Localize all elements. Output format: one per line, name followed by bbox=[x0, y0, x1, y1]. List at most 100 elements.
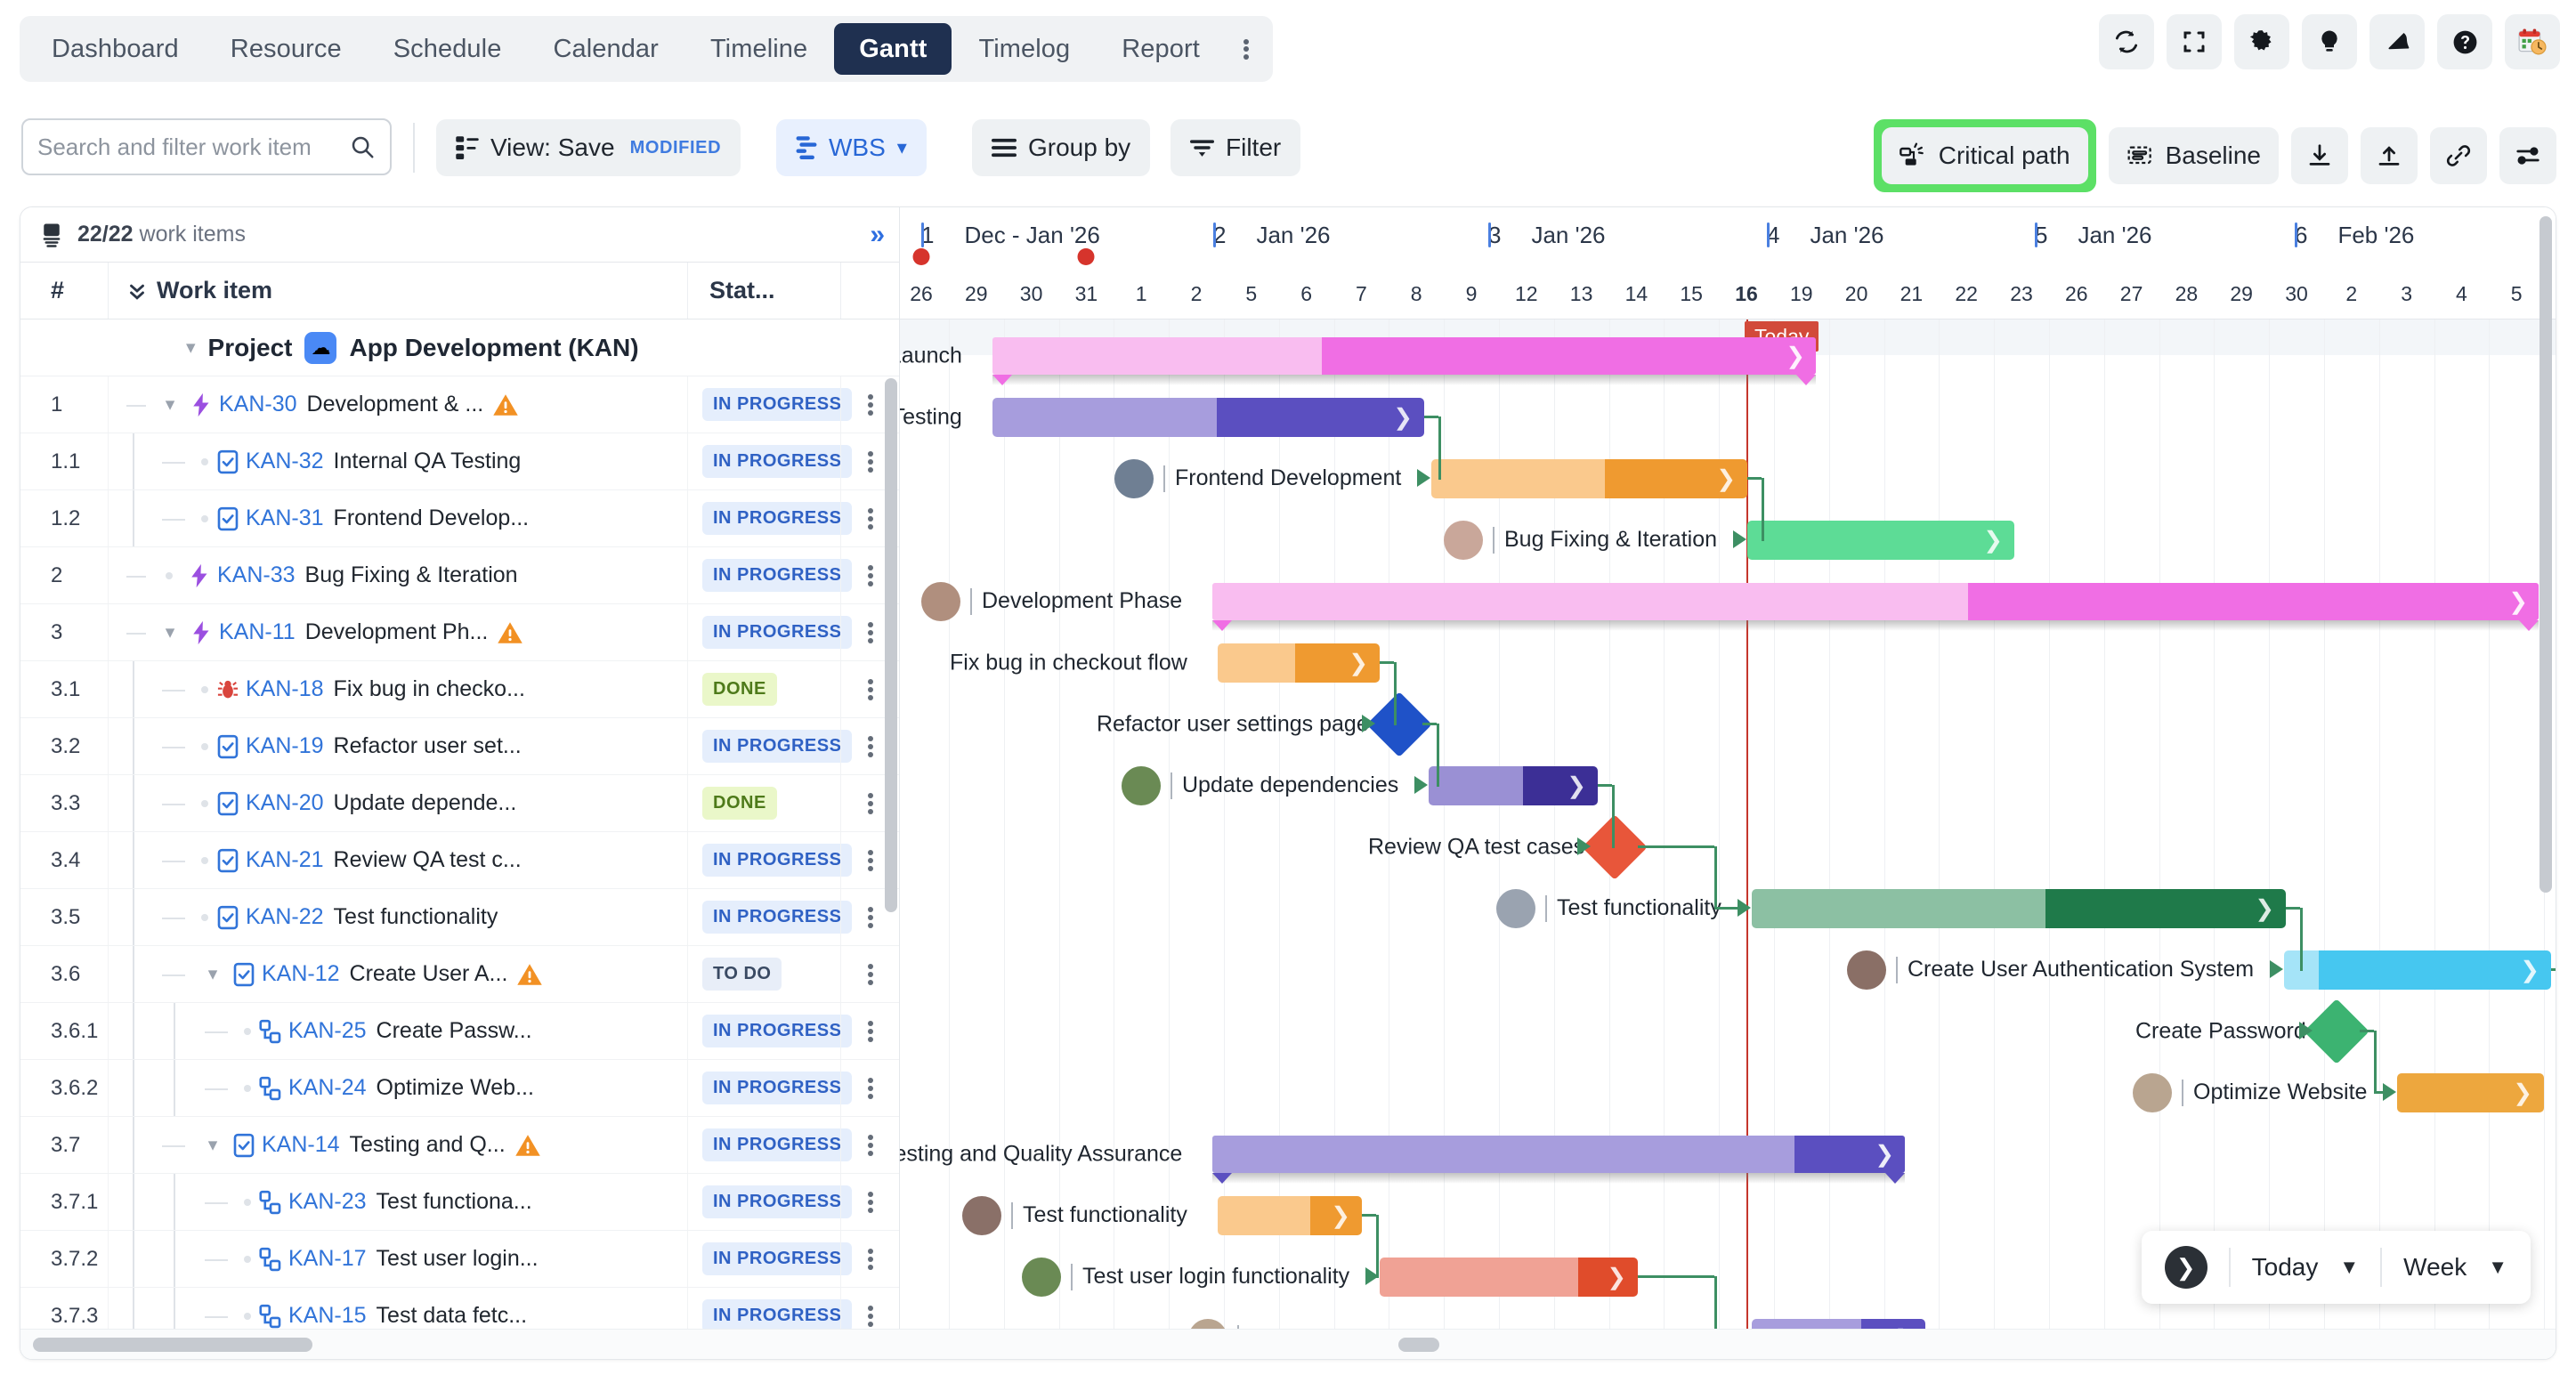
row-issue-key[interactable]: KAN-11 bbox=[219, 619, 296, 644]
table-row[interactable]: 3.3 KAN-20 Update depende... DONE bbox=[20, 775, 899, 832]
row-actions-icon[interactable] bbox=[867, 449, 873, 475]
row-status-cell[interactable]: IN PROGRESS bbox=[687, 832, 853, 888]
row-status-cell[interactable]: DONE bbox=[687, 775, 840, 831]
row-actions[interactable] bbox=[840, 433, 899, 489]
search-input[interactable] bbox=[37, 133, 349, 161]
nav-item-dashboard[interactable]: Dashboard bbox=[52, 34, 179, 63]
gantt-bar[interactable]: ❯ bbox=[1747, 520, 2014, 560]
row-work-item[interactable]: KAN-32 Internal QA Testing bbox=[108, 433, 687, 489]
row-work-item[interactable]: KAN-25 Create Passw... bbox=[108, 1003, 687, 1059]
table-row[interactable]: 1 ▾ KAN-30 Development & ... IN PROGRESS bbox=[20, 376, 899, 433]
table-row[interactable]: 3.7.1 KAN-23 Test functiona... IN PROGRESS bbox=[20, 1174, 899, 1231]
lightbulb-icon[interactable] bbox=[2302, 14, 2357, 69]
row-work-item[interactable]: KAN-20 Update depende... bbox=[108, 775, 687, 831]
row-actions-icon[interactable] bbox=[867, 961, 873, 988]
row-issue-key[interactable]: KAN-25 bbox=[288, 1018, 367, 1043]
grid-horizontal-scrollbar[interactable] bbox=[20, 1329, 900, 1359]
row-actions-icon[interactable] bbox=[867, 676, 873, 703]
row-status-cell[interactable]: IN PROGRESS bbox=[687, 1174, 853, 1230]
chevron-right-circle-icon[interactable]: ❯ bbox=[2164, 1246, 2207, 1289]
row-status-cell[interactable]: IN PROGRESS bbox=[687, 376, 853, 433]
refresh-icon[interactable] bbox=[2099, 14, 2154, 69]
gantt-summary-bar[interactable]: ❯ bbox=[992, 336, 1816, 385]
table-row[interactable]: 2 KAN-33 Bug Fixing & Iteration IN PROGRESS bbox=[20, 547, 899, 604]
baseline-button[interactable]: Baseline bbox=[2108, 127, 2279, 184]
scrollbar-thumb[interactable] bbox=[2540, 216, 2552, 893]
table-row[interactable]: 1.2 KAN-31 Frontend Develop... IN PROGRESS bbox=[20, 490, 899, 547]
group-by-button[interactable]: Group by bbox=[972, 119, 1151, 176]
table-row[interactable]: 1.1 KAN-32 Internal QA Testing IN PROGRESS bbox=[20, 433, 899, 490]
row-actions[interactable] bbox=[840, 547, 899, 603]
table-row[interactable]: 3 ▾ KAN-11 Development Ph... IN PROGRESS bbox=[20, 604, 899, 661]
table-row[interactable]: 3.1 KAN-18 Fix bug in checko... DONE bbox=[20, 661, 899, 718]
row-actions-icon[interactable] bbox=[867, 505, 873, 532]
bell-icon[interactable] bbox=[2369, 14, 2425, 69]
row-work-item[interactable]: KAN-24 Optimize Web... bbox=[108, 1060, 687, 1116]
row-work-item[interactable]: KAN-21 Review QA test c... bbox=[108, 832, 687, 888]
row-status-cell[interactable]: IN PROGRESS bbox=[687, 604, 853, 660]
row-status-cell[interactable]: DONE bbox=[687, 661, 840, 717]
row-work-item[interactable]: ▾ KAN-11 Development Ph... bbox=[108, 604, 687, 660]
row-issue-key[interactable]: KAN-31 bbox=[246, 505, 324, 530]
column-work-item[interactable]: Work item bbox=[108, 263, 687, 319]
gear-icon[interactable] bbox=[2234, 14, 2289, 69]
collapse-caret[interactable]: ▾ bbox=[165, 622, 175, 643]
row-actions[interactable] bbox=[840, 1174, 899, 1230]
row-work-item[interactable]: ▾ KAN-30 Development & ... bbox=[108, 376, 687, 433]
row-actions-icon[interactable] bbox=[867, 847, 873, 874]
search-box[interactable] bbox=[21, 118, 392, 175]
gantt-bar[interactable]: ❯ bbox=[992, 397, 1424, 437]
gantt-summary-bar[interactable]: ❯ bbox=[1212, 582, 2539, 631]
row-status-cell[interactable]: IN PROGRESS bbox=[687, 718, 853, 774]
column-status[interactable]: Stat... bbox=[687, 263, 840, 319]
row-actions[interactable] bbox=[840, 775, 899, 831]
row-status-cell[interactable]: IN PROGRESS bbox=[687, 1117, 853, 1173]
row-actions[interactable] bbox=[840, 661, 899, 717]
more-vertical-icon[interactable] bbox=[1227, 23, 1266, 75]
table-row[interactable]: 3.6.1 KAN-25 Create Passw... IN PROGRESS bbox=[20, 1003, 899, 1060]
gantt-bar[interactable]: ❯ bbox=[1380, 1257, 1638, 1297]
row-actions[interactable] bbox=[840, 490, 899, 546]
row-actions-icon[interactable] bbox=[867, 1303, 873, 1330]
row-issue-key[interactable]: KAN-12 bbox=[262, 961, 340, 986]
link-button[interactable] bbox=[2430, 127, 2487, 184]
nav-item-resource[interactable]: Resource bbox=[230, 34, 342, 63]
row-issue-key[interactable]: KAN-23 bbox=[288, 1189, 367, 1214]
row-issue-key[interactable]: KAN-20 bbox=[246, 790, 324, 815]
gantt-bar[interactable]: ❯ bbox=[2397, 1072, 2544, 1112]
nav-item-timeline[interactable]: Timeline bbox=[709, 34, 808, 63]
row-actions[interactable] bbox=[840, 832, 899, 888]
row-issue-key[interactable]: KAN-17 bbox=[288, 1246, 367, 1271]
gantt-bar[interactable]: ❯ bbox=[1218, 643, 1380, 683]
row-work-item[interactable]: KAN-23 Test functiona... bbox=[108, 1174, 687, 1230]
row-status-cell[interactable]: IN PROGRESS bbox=[687, 889, 853, 945]
scrollbar-thumb[interactable] bbox=[1398, 1338, 1439, 1352]
row-actions[interactable] bbox=[840, 604, 899, 660]
table-row[interactable]: 3.7 ▾ KAN-14 Testing and Q... IN PROGRESS bbox=[20, 1117, 899, 1174]
row-issue-key[interactable]: KAN-14 bbox=[262, 1132, 340, 1157]
download-button[interactable] bbox=[2291, 127, 2348, 184]
row-issue-key[interactable]: KAN-22 bbox=[246, 904, 324, 929]
row-actions[interactable] bbox=[840, 1060, 899, 1116]
row-issue-key[interactable]: KAN-19 bbox=[246, 733, 324, 758]
row-actions-icon[interactable] bbox=[867, 619, 873, 646]
collapse-caret[interactable]: ▾ bbox=[207, 964, 218, 984]
nav-item-schedule[interactable]: Schedule bbox=[393, 34, 502, 63]
upload-button[interactable] bbox=[2361, 127, 2418, 184]
row-issue-key[interactable]: KAN-33 bbox=[217, 562, 296, 587]
row-actions-icon[interactable] bbox=[867, 1132, 873, 1159]
grid-vertical-scrollbar[interactable] bbox=[885, 378, 897, 1190]
gantt-horizontal-scrollbar[interactable] bbox=[900, 1329, 2556, 1359]
row-issue-key[interactable]: KAN-21 bbox=[246, 847, 324, 872]
row-work-item[interactable]: KAN-31 Frontend Develop... bbox=[108, 490, 687, 546]
row-status-cell[interactable]: IN PROGRESS bbox=[687, 1231, 853, 1287]
row-status-cell[interactable]: IN PROGRESS bbox=[687, 1003, 853, 1059]
nav-item-gantt[interactable]: Gantt bbox=[834, 23, 952, 75]
table-row[interactable]: 3.4 KAN-21 Review QA test c... IN PROGRESS bbox=[20, 832, 899, 889]
display-settings-button[interactable] bbox=[2499, 127, 2556, 184]
search-icon[interactable] bbox=[349, 133, 376, 160]
row-actions-icon[interactable] bbox=[867, 733, 873, 760]
row-actions[interactable] bbox=[840, 946, 899, 1002]
row-work-item[interactable]: KAN-17 Test user login... bbox=[108, 1231, 687, 1287]
nav-item-calendar[interactable]: Calendar bbox=[553, 34, 659, 63]
